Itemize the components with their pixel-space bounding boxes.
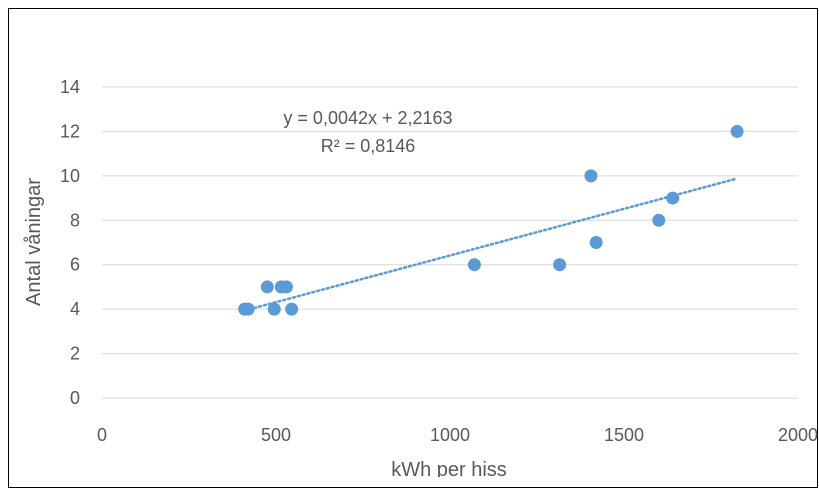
y-tick-labels: 0 2 4 6 8 10 12 14	[60, 77, 80, 408]
x-tick-labels: 0 500 1000 1500 2000	[97, 425, 818, 445]
data-point	[730, 124, 744, 138]
data-point	[553, 258, 567, 272]
data-point	[584, 169, 598, 183]
data-point	[652, 213, 666, 227]
y-tick-label: 8	[70, 210, 80, 230]
grid-lines	[102, 86, 798, 399]
data-point	[241, 302, 255, 316]
y-axis-title: Antal våningar	[23, 178, 45, 306]
data-point	[279, 280, 293, 294]
y-tick-label: 14	[60, 77, 80, 97]
x-tick-label: 500	[261, 425, 291, 445]
data-point	[467, 258, 481, 272]
y-tick-label: 12	[60, 121, 80, 141]
trendline-equation: y = 0,0042x + 2,2163	[283, 108, 452, 128]
chart-frame: 0 2 4 6 8 10 12 14 0 500 1000 1500 2000 y = 0,0042x…	[8, 8, 818, 488]
data-point	[666, 191, 680, 205]
data-point	[267, 302, 281, 316]
x-tick-label: 1500	[604, 425, 644, 445]
scatter-chart: 0 2 4 6 8 10 12 14 0 500 1000 1500 2000 y = 0,0042x…	[23, 77, 818, 477]
data-point	[260, 280, 274, 294]
x-tick-label: 2000	[778, 425, 818, 445]
y-tick-label: 0	[70, 388, 80, 408]
y-tick-label: 2	[70, 344, 80, 364]
y-tick-label: 4	[70, 299, 80, 319]
data-point	[589, 236, 603, 249]
trendline-r2: R² = 0,8146	[321, 136, 416, 156]
trendline	[243, 177, 739, 312]
y-tick-label: 6	[70, 255, 80, 275]
data-point	[285, 302, 299, 316]
data-points	[238, 124, 744, 316]
x-tick-label: 1000	[430, 425, 470, 445]
trendline-group	[243, 177, 739, 312]
x-tick-label: 0	[97, 425, 107, 445]
y-tick-label: 10	[60, 166, 80, 186]
x-axis-title: kWh per hiss	[391, 459, 507, 477]
